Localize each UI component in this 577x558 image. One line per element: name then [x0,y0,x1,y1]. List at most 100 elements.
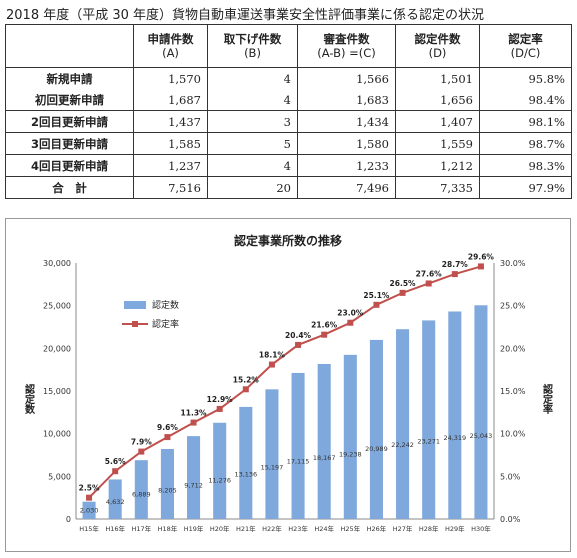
rate-value-label: 2.5% [79,484,100,493]
x-tick-label: H18年 [158,524,178,533]
table-cell: 98.1% [479,110,572,133]
y2-tick-label: 30.0% [500,259,526,268]
bar [474,305,488,519]
bar-value-label: 20,989 [365,445,388,453]
x-tick-label: H23年 [288,524,308,533]
rate-value-label: 25.1% [363,291,390,300]
y-tick-label: 10,000 [43,430,71,439]
bar-value-label: 17,115 [287,458,310,466]
x-tick-label: H17年 [131,524,151,533]
bar-value-label: 22,242 [391,441,414,449]
certification-chart: 認定事業所数の推移 0 5,000 10,000 15,000 20,000 25,000 3… [5,218,571,552]
rate-point [190,419,197,426]
table-header-row: 申請件数 (A) 取下げ件数 (B) 審査件数 (A-B) =(C) 認定件数 (D) … [5,24,572,68]
table-cell: 7,496 [297,176,396,199]
rate-line [88,265,482,499]
rate-value-label: 18.1% [259,351,286,360]
rate-point [268,361,275,368]
rate-point [295,341,302,348]
table-cell: 1,585 [133,132,208,155]
x-tick-label: H16年 [105,524,125,533]
row-label: 3回目更新申請 [5,132,134,155]
table-cell: 4 [207,154,298,177]
rate-value-label: 27.6% [416,269,443,278]
x-tick-label: H22年 [262,524,282,533]
bar [317,363,331,519]
table-row: 合 計 7,516 20 7,496 7,335 97.9% [5,176,572,199]
y2-tick-label: 0.0% [500,515,521,524]
x-tick-label: H28年 [419,524,439,533]
table-cell: 98.4% [479,89,572,111]
table-cell: 5 [207,132,298,155]
rate-point [112,468,119,475]
rate-point [138,448,145,455]
certification-status-table: 申請件数 (A) 取下げ件数 (B) 審査件数 (A-B) =(C) 認定件数 (D) … [5,24,572,199]
rate-point [321,331,328,338]
y-tick-label: 25,000 [43,302,71,311]
bar-value-label: 2,030 [80,506,99,514]
table-cell: 1,580 [297,132,396,155]
legend-line-marker [132,321,138,327]
table-cell: 1,501 [395,67,480,89]
x-tick-label: H27年 [393,524,413,533]
rate-point [477,263,484,270]
rate-point [242,386,249,393]
row-label: 2回目更新申請 [5,110,134,133]
legend-line-label: 認定率 [152,318,179,330]
y-axis-label: 認定数 [23,383,35,415]
bar [265,389,279,519]
row-label: 4回目更新申請 [5,154,134,177]
bar-value-label: 24,319 [443,434,466,442]
x-tick-label: H21年 [236,524,256,533]
rate-value-label: 5.6% [105,457,126,466]
chart-title: 認定事業所数の推移 [234,233,342,248]
bar [213,422,227,519]
rate-point [216,405,223,412]
bar [291,372,305,519]
table-row: 新規申請 1,570 4 1,566 1,501 95.8% [5,67,572,89]
rate-value-label: 9.6% [157,423,178,432]
bar [160,448,174,519]
y-tick-label: 20,000 [43,344,71,353]
x-tick-label: H20年 [210,524,230,533]
table-cell: 1,570 [133,67,208,89]
table-cell: 4 [207,67,298,89]
table-cell: 4 [207,89,298,111]
bar-value-label: 19,238 [339,451,362,459]
y-tick-label: 5,000 [48,472,71,481]
rate-value-label: 28.7% [442,260,469,269]
x-tick-label: H25年 [340,524,360,533]
rate-point [373,301,380,308]
table-cell: 3 [207,110,298,133]
y-tick-label: 0 [66,515,71,524]
bar-value-label: 25,043 [470,432,493,440]
table-cell: 7,516 [133,176,208,199]
bar-value-label: 6,889 [132,491,151,499]
bar-value-label: 11,276 [208,476,231,484]
y2-tick-label: 5.0% [500,472,521,481]
table-cell: 1,407 [395,110,480,133]
table-cell: 7,335 [395,176,480,199]
header-certifications: 認定件数 (D) [395,24,480,68]
rate-value-label: 7.9% [131,438,152,447]
table-cell: 1,559 [395,132,480,155]
x-tick-label: H29年 [445,524,465,533]
table-cell: 98.7% [479,132,572,155]
table-cell: 1,656 [395,89,480,111]
rate-value-label: 12.9% [207,395,234,404]
bar-value-label: 18,167 [313,454,336,462]
bar [187,436,201,519]
bar-value-label: 4,632 [106,498,125,506]
header-blank [5,24,134,68]
table-cell: 1,566 [297,67,396,89]
y-tick-label: 15,000 [43,387,71,396]
chart-svg: 認定事業所数の推移 0 5,000 10,000 15,000 20,000 25,000 3… [23,233,553,533]
bar [82,501,96,519]
table-row: 4回目更新申請 1,237 4 1,233 1,212 98.3% [5,154,572,177]
x-tick-label: H15年 [79,524,99,533]
rate-point [451,271,458,278]
table-cell: 98.3% [479,154,572,177]
table-row: 3回目更新申請 1,585 5 1,580 1,559 98.7% [5,132,572,155]
y2-tick-label: 25.0% [500,302,526,311]
bar [343,354,357,519]
